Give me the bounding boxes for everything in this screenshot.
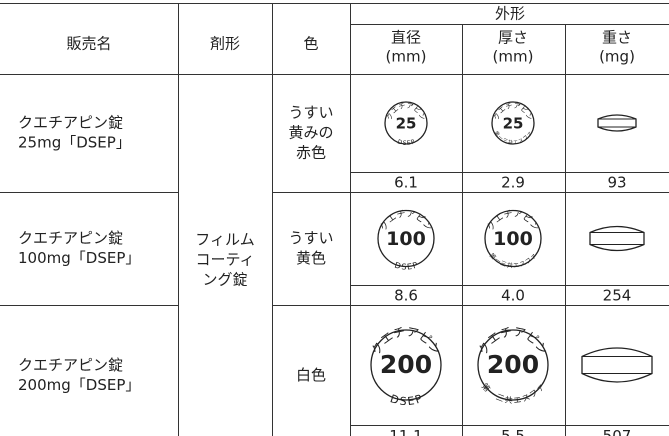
product-name: クエチアピン錠 bbox=[18, 229, 123, 247]
header-unit: (mm) bbox=[386, 48, 427, 66]
diameter-value: 8.6 bbox=[394, 287, 418, 305]
imprint-strength: 200 bbox=[380, 350, 432, 379]
header-unit: (mg) bbox=[599, 48, 635, 66]
grid bbox=[0, 3, 669, 436]
tablet-back bbox=[477, 329, 549, 401]
color-text: 白色 bbox=[296, 366, 326, 384]
tablet-front bbox=[384, 101, 428, 145]
header-appearance: 外形 bbox=[495, 5, 525, 23]
tablet-side bbox=[597, 114, 637, 132]
header-name: 販売名 bbox=[66, 35, 111, 53]
imprint-bottom: DSEP bbox=[393, 260, 418, 271]
header-diameter: 直径 bbox=[391, 29, 421, 47]
form-text: コーティ bbox=[195, 251, 254, 269]
diameter-value: 11.1 bbox=[389, 427, 422, 436]
tablet-front bbox=[377, 209, 435, 268]
tablet-back bbox=[491, 101, 535, 145]
imprint-strength: 100 bbox=[386, 228, 426, 250]
color-text: 黄色 bbox=[296, 249, 326, 267]
product-name: 100mg「DSEP」 bbox=[18, 249, 140, 267]
header-color: 色 bbox=[303, 35, 318, 53]
weight-value: 507 bbox=[603, 427, 632, 436]
color-text: 赤色 bbox=[296, 144, 326, 162]
weight-value: 93 bbox=[607, 174, 626, 192]
thickness-value: 5.5 bbox=[501, 427, 525, 436]
product-name: クエチアピン錠 bbox=[18, 114, 123, 132]
header-unit: (mm) bbox=[493, 48, 534, 66]
product-name: 200mg「DSEP」 bbox=[18, 376, 140, 394]
tablet-back bbox=[484, 209, 542, 268]
thickness-value: 2.9 bbox=[501, 174, 525, 192]
tablet-side bbox=[589, 225, 645, 252]
product-name: クエチアピン錠 bbox=[18, 356, 123, 374]
imprint-strength: 100 bbox=[493, 228, 533, 250]
imprint-bottom: DSEP bbox=[396, 138, 416, 147]
thickness-value: 4.0 bbox=[501, 287, 525, 305]
form-text: フィルム bbox=[195, 231, 254, 249]
imprint-strength: 25 bbox=[503, 115, 524, 133]
tablet-front bbox=[370, 329, 442, 401]
header-form: 剤形 bbox=[210, 35, 240, 53]
imprint-bottom: DSEP bbox=[396, 138, 416, 147]
color-text: うすい bbox=[288, 229, 333, 247]
product-name: 25mg「DSEP」 bbox=[18, 134, 131, 152]
color-text: うすい bbox=[288, 104, 333, 122]
imprint-strength: 25 bbox=[396, 115, 417, 133]
header-weight: 重さ bbox=[602, 29, 632, 47]
tablet-side bbox=[581, 347, 653, 383]
imprint-strength: 200 bbox=[487, 350, 539, 379]
imprint-bottom: DSEP bbox=[393, 260, 418, 271]
header-thickness: 厚さ bbox=[498, 29, 528, 47]
color-text: 黄みの bbox=[288, 124, 333, 142]
form-text: ング錠 bbox=[202, 271, 247, 289]
weight-value: 254 bbox=[603, 287, 632, 305]
diameter-value: 6.1 bbox=[394, 174, 418, 192]
